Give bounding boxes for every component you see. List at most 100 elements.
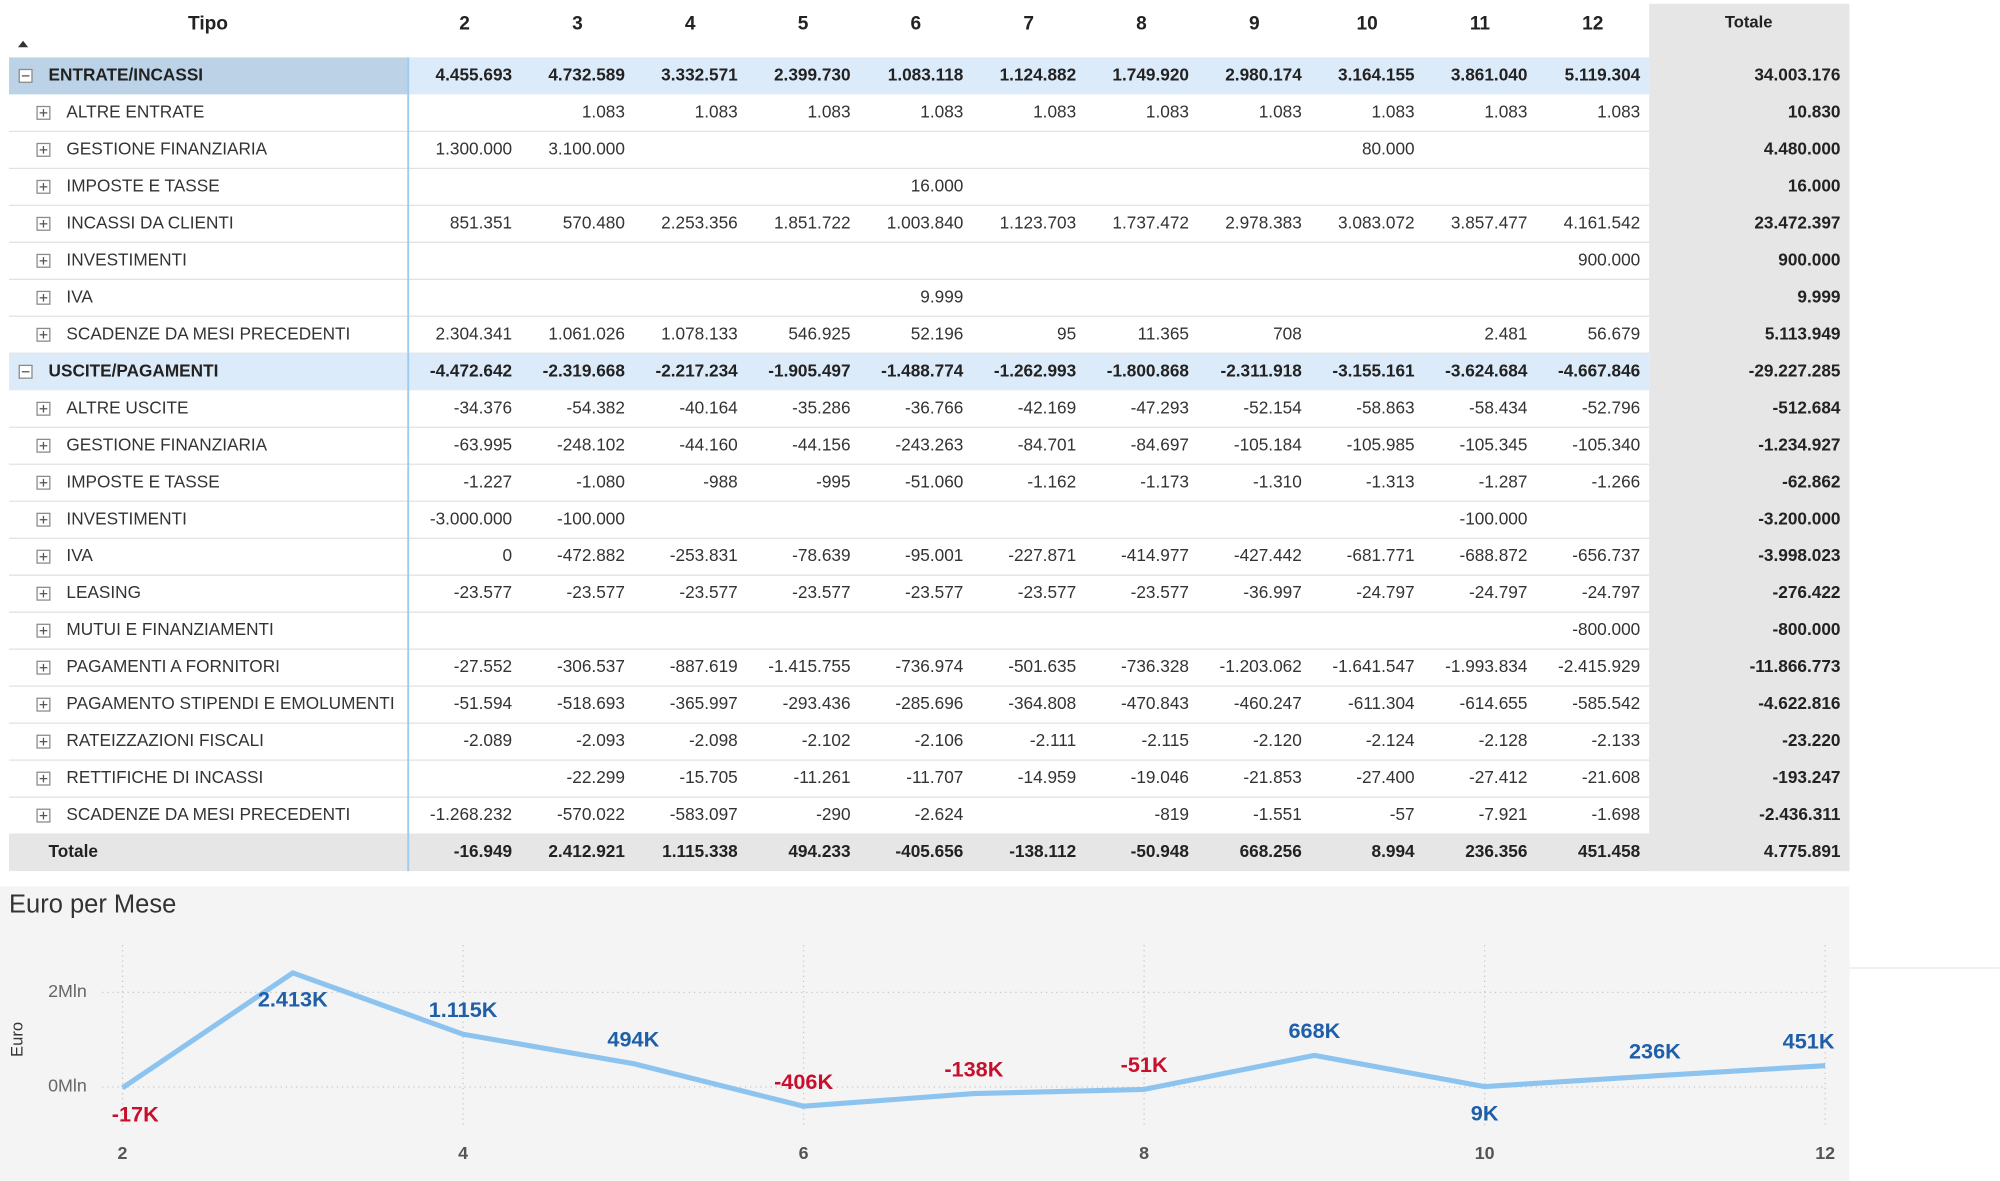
cell-value: -29.227.285 — [1749, 360, 1841, 380]
cell-value: -52.154 — [1243, 397, 1302, 417]
cell-value: -2.319.668 — [543, 360, 626, 380]
cell-value: 1.749.920 — [1112, 64, 1189, 84]
cell-value: -1.268.232 — [430, 804, 512, 824]
row-label: IVA — [66, 286, 93, 306]
cell-value: 2.481 — [1484, 323, 1527, 343]
sort-indicator[interactable] — [17, 40, 29, 48]
row-label: RATEIZZAZIONI FISCALI — [66, 730, 264, 750]
cell-value: -27.552 — [454, 656, 512, 676]
column-header[interactable]: 7 — [1023, 13, 1034, 34]
cell-value: -1.800.868 — [1107, 360, 1190, 380]
cell-value: -293.436 — [783, 693, 851, 713]
cell-value: -84.701 — [1018, 434, 1076, 454]
cell-value: 1.083 — [695, 101, 738, 121]
cell-value: -1.162 — [1027, 471, 1076, 491]
cell-value: -2.106 — [915, 730, 964, 750]
column-header[interactable]: Tipo — [188, 13, 228, 34]
cell-value: -24.797 — [1469, 582, 1527, 602]
cell-value: 95 — [1057, 323, 1076, 343]
cell-value: 900.000 — [1778, 249, 1840, 269]
cell-value: -1.203.062 — [1220, 656, 1302, 676]
cell-value: -570.022 — [557, 804, 625, 824]
cell-value: 4.480.000 — [1764, 138, 1841, 158]
cell-value: 451.458 — [1578, 841, 1641, 861]
cell-value: 16.000 — [1788, 175, 1841, 195]
group-row-bg — [9, 57, 409, 95]
column-header[interactable]: Totale — [1725, 12, 1773, 31]
cell-value: 1.083.118 — [888, 64, 964, 84]
cell-value: 4.455.693 — [436, 64, 513, 84]
cell-value: -988 — [703, 471, 737, 491]
row-label: ALTRE ENTRATE — [66, 101, 204, 121]
cell-value: -24.797 — [1582, 582, 1640, 602]
column-header[interactable]: 5 — [798, 13, 809, 34]
cell-value: -4.472.642 — [430, 360, 512, 380]
column-header[interactable]: 4 — [685, 13, 696, 34]
group-label: ENTRATE/INCASSI — [49, 64, 204, 84]
cell-value: -1.698 — [1591, 804, 1640, 824]
column-header[interactable]: 6 — [911, 13, 922, 34]
cell-value: 1.083 — [1146, 101, 1189, 121]
cell-value: -2.415.929 — [1558, 656, 1640, 676]
cell-value: -656.737 — [1572, 545, 1640, 565]
cell-value: 1.300.000 — [436, 138, 513, 158]
cell-value: 4.161.542 — [1564, 212, 1641, 232]
cell-value: -105.985 — [1347, 434, 1415, 454]
column-header[interactable]: 10 — [1356, 13, 1377, 34]
cell-value: -95.001 — [905, 545, 963, 565]
cell-value: 23.472.397 — [1754, 212, 1840, 232]
cell-value: -405.656 — [895, 841, 963, 861]
cell-value: -3.000.000 — [430, 508, 512, 528]
cell-value: -248.102 — [557, 434, 625, 454]
column-header[interactable]: 12 — [1582, 13, 1603, 34]
cell-value: -19.046 — [1131, 767, 1189, 787]
data-label: -406K — [774, 1069, 833, 1094]
cell-value: 1.083 — [807, 101, 850, 121]
cell-value: -585.542 — [1572, 693, 1640, 713]
cell-value: -1.993.834 — [1445, 656, 1528, 676]
cell-value: -501.635 — [1008, 656, 1076, 676]
cell-value: -736.328 — [1121, 656, 1189, 676]
cell-value: -1.415.755 — [768, 656, 850, 676]
cell-value: -512.684 — [1773, 397, 1841, 417]
cell-value: -3.155.161 — [1332, 360, 1415, 380]
column-header[interactable]: 8 — [1136, 13, 1147, 34]
cell-value: -14.959 — [1018, 767, 1076, 787]
cell-value: -51.594 — [454, 693, 513, 713]
chart-panel — [0, 886, 1850, 1181]
x-tick-label: 12 — [1815, 1143, 1835, 1163]
column-header[interactable]: 9 — [1249, 13, 1260, 34]
cell-value: -105.340 — [1572, 434, 1640, 454]
cell-value: -58.863 — [1356, 397, 1414, 417]
cell-value: -11.707 — [906, 767, 963, 787]
cell-value: 1.124.882 — [1000, 64, 1077, 84]
column-header[interactable]: 3 — [572, 13, 583, 34]
cell-value: -276.422 — [1773, 582, 1841, 602]
cell-value: -2.115 — [1141, 730, 1189, 750]
cell-value: -1.287 — [1479, 471, 1528, 491]
cell-value: -62.862 — [1782, 471, 1840, 491]
cell-value: -819 — [1155, 804, 1189, 824]
cell-value: -285.696 — [895, 693, 963, 713]
cell-value: 34.003.176 — [1754, 64, 1840, 84]
cell-value: -2.124 — [1366, 730, 1415, 750]
cell-value: -36.997 — [1243, 582, 1301, 602]
row-label: IMPOSTE E TASSE — [66, 175, 219, 195]
row-label: GESTIONE FINANZIARIA — [66, 434, 267, 454]
cell-value: -50.948 — [1131, 841, 1190, 861]
cell-value: -800.000 — [1572, 619, 1640, 639]
cell-value: 2.980.174 — [1225, 64, 1302, 84]
y-tick-label: 0Mln — [48, 1076, 87, 1096]
cell-value: -290 — [816, 804, 850, 824]
cell-value: 570.480 — [563, 212, 625, 232]
cell-value: -2.111 — [1030, 730, 1076, 750]
total-row-bg — [9, 834, 1850, 872]
cell-value: 1.851.722 — [774, 212, 851, 232]
data-label: 1.115K — [429, 997, 498, 1022]
cell-value: -36.766 — [905, 397, 963, 417]
cell-value: -243.263 — [895, 434, 963, 454]
row-label: IVA — [66, 545, 93, 565]
column-header[interactable]: 2 — [459, 13, 470, 34]
data-label: 9K — [1471, 1100, 1499, 1125]
column-header[interactable]: 11 — [1470, 13, 1491, 34]
